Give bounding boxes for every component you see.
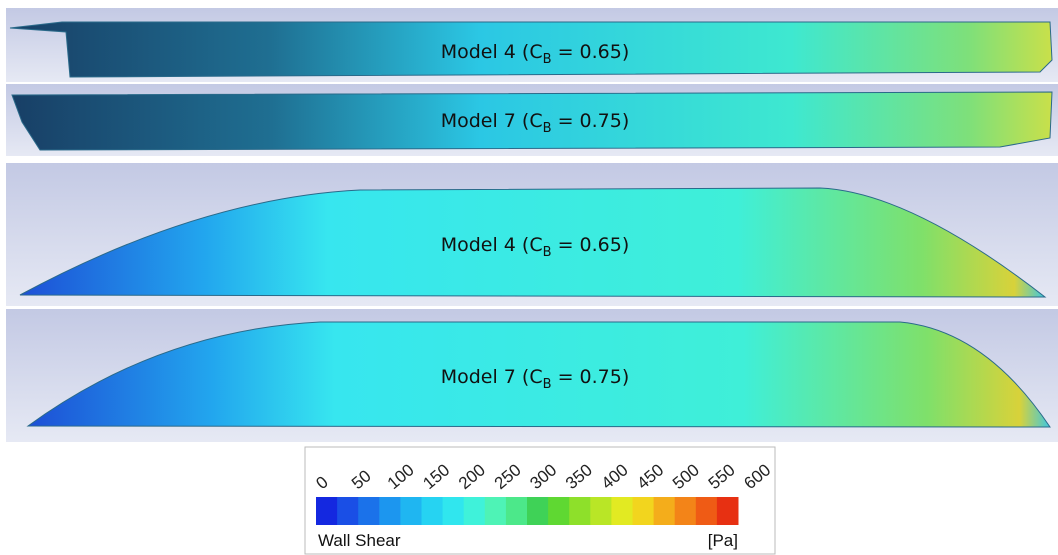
- colorbar-segment: [675, 497, 697, 525]
- colorbar-segment: [400, 497, 422, 525]
- colorbar-segment: [506, 497, 528, 525]
- colorbar-segment: [611, 497, 633, 525]
- colorbar-segment: [485, 497, 507, 525]
- label-text: Model 4 (C: [441, 41, 543, 63]
- figure: Model 4 (CB = 0.65)Model 7 (CB = 0.75)Mo…: [0, 0, 1058, 555]
- colorbar-segment: [464, 497, 486, 525]
- label-text: Model 7 (C: [441, 366, 543, 388]
- colorbar-segment: [422, 497, 444, 525]
- label-rest: = 0.65): [552, 234, 630, 256]
- label-text: Model 4 (C: [441, 234, 543, 256]
- colorbar-segment: [654, 497, 676, 525]
- label-subscript: B: [543, 52, 552, 67]
- colorbar-segment: [590, 497, 612, 525]
- panels: Model 4 (CB = 0.65)Model 7 (CB = 0.75)Mo…: [6, 8, 1058, 442]
- colorbar-segment: [358, 497, 380, 525]
- colorbar-segment: [717, 497, 739, 525]
- colorbar-segment: [569, 497, 591, 525]
- colorbar-segment: [527, 497, 549, 525]
- label-rest: = 0.65): [552, 41, 630, 63]
- colorbar-segment: [316, 497, 338, 525]
- label-subscript: B: [543, 245, 552, 260]
- label-text: Model 7 (C: [441, 110, 543, 132]
- colorbar-segment: [548, 497, 570, 525]
- label-subscript: B: [543, 377, 552, 392]
- label-rest: = 0.75): [552, 110, 630, 132]
- colorbar-segment: [696, 497, 718, 525]
- legend-title: Wall Shear: [318, 531, 401, 550]
- label-rest: = 0.75): [552, 366, 630, 388]
- colorbar-segment: [379, 497, 401, 525]
- label-subscript: B: [543, 121, 552, 136]
- colorbar-segment: [633, 497, 655, 525]
- colorbar-segment: [443, 497, 465, 525]
- colorbar-segment: [337, 497, 359, 525]
- legend-unit: [Pa]: [708, 531, 738, 550]
